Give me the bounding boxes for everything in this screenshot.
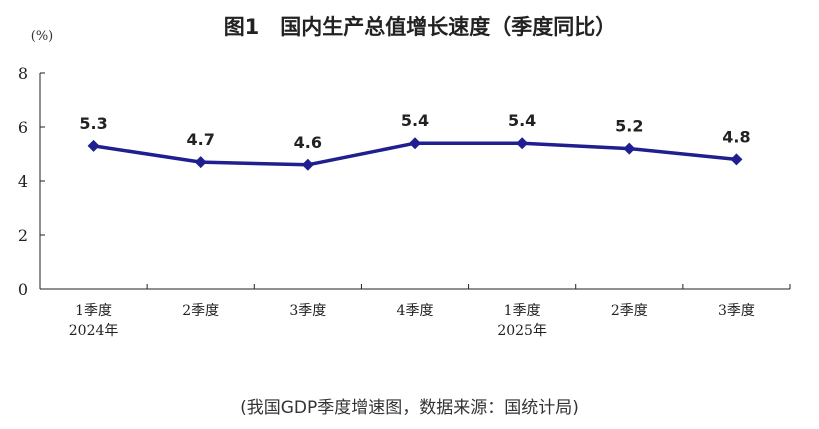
- x-tick-label: 3季度: [289, 303, 326, 319]
- y-tick-label: 8: [18, 64, 28, 83]
- x-tick-label-line: 2024年: [69, 323, 119, 339]
- x-tick-label-line: 1季度: [75, 303, 112, 319]
- x-tick-label-line: 1季度: [504, 303, 541, 319]
- x-tick-label-line: 2025年: [497, 323, 547, 339]
- y-tick-labels: 0 2 4 6 8: [18, 64, 28, 299]
- y-tick-label: 4: [18, 172, 28, 191]
- data-label: 5.2: [615, 117, 643, 136]
- data-label: 5.4: [508, 111, 536, 130]
- data-point-marker: [194, 156, 207, 169]
- x-tick-label: 2季度: [611, 303, 648, 319]
- data-point-marker: [409, 137, 421, 150]
- axes: [39, 72, 791, 290]
- data-point-marker: [87, 139, 100, 152]
- x-tick-label-line: 4季度: [397, 303, 434, 319]
- data-point-marker: [516, 137, 529, 150]
- data-label: 5.4: [401, 111, 429, 130]
- y-axis-unit: (%): [31, 29, 54, 44]
- x-tick-label-line: 3季度: [289, 303, 326, 319]
- gdp-growth-chart: 图1 国内生产总值增长速度（季度同比） (%) 0 2 4 6 8 1季度 2024年 2季…: [18, 15, 791, 339]
- data-label: 4.7: [187, 130, 215, 149]
- x-tick-label-line: 3季度: [718, 303, 755, 319]
- x-tick-label: 3季度: [718, 303, 755, 319]
- y-tick-label: 2: [18, 226, 28, 245]
- y-tick-label: 0: [18, 280, 28, 299]
- data-point-marker: [301, 158, 314, 171]
- data-label: 4.8: [722, 127, 750, 146]
- x-tick-labels: 1季度 2024年 2季度 3季度 4季度 1季度 2025年 2季度 3季度: [69, 303, 755, 339]
- x-tick-label: 1季度 2025年: [497, 303, 547, 339]
- data-label: 5.3: [79, 114, 107, 133]
- chart-caption: (我国GDP季度增速图，数据来源：国统计局): [240, 398, 579, 418]
- y-tick-label: 6: [18, 118, 28, 137]
- x-tick-label: 1季度 2024年: [69, 303, 119, 339]
- x-tick-label: 2季度: [182, 303, 219, 319]
- x-tick-label: 4季度: [397, 303, 434, 319]
- x-tick-label-line: 2季度: [182, 303, 219, 319]
- x-tick-label-line: 2季度: [611, 303, 648, 319]
- data-point-marker: [730, 153, 743, 166]
- data-point-marker: [623, 142, 636, 155]
- data-labels: 5.3 4.7 4.6 5.4 5.4 5.2 4.8: [79, 111, 750, 152]
- chart-title: 图1 国内生产总值增长速度（季度同比）: [224, 15, 617, 39]
- series-line: [87, 137, 743, 171]
- data-label: 4.6: [294, 133, 322, 152]
